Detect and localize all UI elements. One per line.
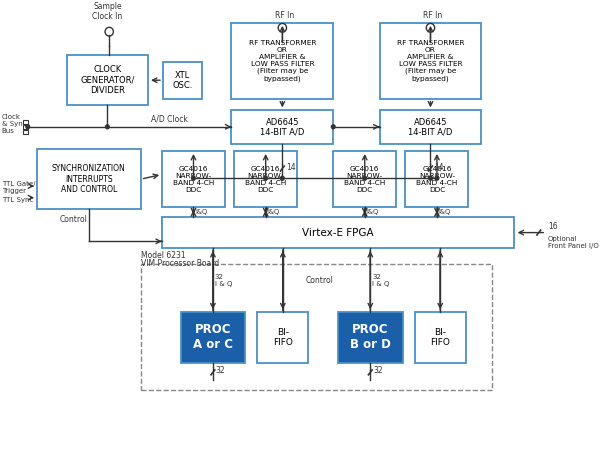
Text: PROC
A or C: PROC A or C (193, 324, 233, 351)
Text: RF TRANSFORMER
OR
AMPLIFIER &
LOW PASS FILTER
(Filter may be
bypassed): RF TRANSFORMER OR AMPLIFIER & LOW PASS F… (397, 40, 464, 82)
Text: PROC
B or D: PROC B or D (350, 324, 391, 351)
Bar (380, 110, 481, 144)
Bar (257, 312, 308, 363)
Text: I&Q: I&Q (268, 209, 280, 215)
Text: I&Q: I&Q (367, 209, 379, 215)
Text: RF TRANSFORMER
OR
AMPLIFIER &
LOW PASS FILTER
(Filter may be
bypassed): RF TRANSFORMER OR AMPLIFIER & LOW PASS F… (248, 40, 316, 82)
Circle shape (363, 176, 367, 180)
Bar (338, 312, 403, 363)
Text: AD6645
14-BIT A/D: AD6645 14-BIT A/D (260, 117, 305, 137)
Text: 16: 16 (548, 222, 557, 231)
Text: A/D Clock: A/D Clock (151, 115, 188, 124)
Bar (380, 23, 481, 99)
Text: RF In: RF In (275, 11, 294, 20)
Text: Model 6231: Model 6231 (141, 251, 185, 260)
Text: 32
I & Q: 32 I & Q (215, 274, 232, 287)
Bar (23, 125, 28, 129)
Text: SYNCHRONIZATION
INTERRUPTS
AND CONTROL: SYNCHRONIZATION INTERRUPTS AND CONTROL (52, 164, 126, 194)
Text: Control: Control (305, 276, 334, 285)
Text: Control: Control (59, 215, 87, 224)
Bar (406, 151, 469, 207)
Text: 14: 14 (434, 163, 444, 172)
Bar (232, 110, 333, 144)
Text: 32
I & Q: 32 I & Q (372, 274, 389, 287)
Text: I&Q: I&Q (439, 209, 451, 215)
Text: RF In: RF In (423, 11, 442, 20)
Circle shape (281, 176, 284, 180)
Bar (181, 312, 245, 363)
Text: GC4016
NARROW-
BAND 4-CH
DDC: GC4016 NARROW- BAND 4-CH DDC (344, 166, 385, 193)
Circle shape (106, 125, 109, 129)
Circle shape (331, 125, 335, 129)
Text: GC4016
NARROW-
BAND 4-CH
DDC: GC4016 NARROW- BAND 4-CH DDC (245, 166, 286, 193)
Bar (23, 120, 28, 124)
Text: BI-
FIFO: BI- FIFO (430, 328, 450, 347)
Text: GC4016
NARROW-
BAND 4-CH
DDC: GC4016 NARROW- BAND 4-CH DDC (416, 166, 458, 193)
Text: GC4016
NARROW-
BAND 4-CH
DDC: GC4016 NARROW- BAND 4-CH DDC (173, 166, 214, 193)
Text: CLOCK
GENERATOR/
DIVIDER: CLOCK GENERATOR/ DIVIDER (80, 65, 134, 95)
Bar (234, 151, 297, 207)
Bar (232, 23, 333, 99)
Text: Clock
& Sync
Bus: Clock & Sync Bus (2, 114, 26, 134)
Text: XTL
OSC.: XTL OSC. (172, 71, 193, 90)
Text: Virtex-E FPGA: Virtex-E FPGA (302, 228, 374, 238)
Text: 32: 32 (215, 366, 226, 375)
Text: 32: 32 (373, 366, 383, 375)
Text: TTL Gate/
Trigger: TTL Gate/ Trigger (2, 181, 35, 194)
Text: AD6645
14-BIT A/D: AD6645 14-BIT A/D (408, 117, 452, 137)
Circle shape (264, 176, 268, 180)
Text: Sample
Clock In: Sample Clock In (92, 2, 122, 21)
Bar (37, 149, 141, 209)
Text: Optional
Front Panel I/O: Optional Front Panel I/O (548, 235, 599, 248)
Text: BI-
FIFO: BI- FIFO (273, 328, 293, 347)
Bar (162, 151, 225, 207)
Circle shape (191, 176, 196, 180)
Bar (67, 55, 148, 105)
Bar (23, 130, 28, 134)
Text: 14: 14 (286, 163, 296, 172)
Text: VIM Processor Board: VIM Processor Board (141, 259, 219, 268)
Bar (163, 62, 202, 99)
Bar (415, 312, 466, 363)
Bar (162, 217, 514, 248)
Text: TTL Sync: TTL Sync (2, 197, 33, 202)
Bar (141, 264, 493, 390)
Bar (333, 151, 396, 207)
Text: I&Q: I&Q (196, 209, 208, 215)
Circle shape (26, 125, 29, 129)
Circle shape (435, 176, 439, 180)
Circle shape (428, 176, 433, 180)
